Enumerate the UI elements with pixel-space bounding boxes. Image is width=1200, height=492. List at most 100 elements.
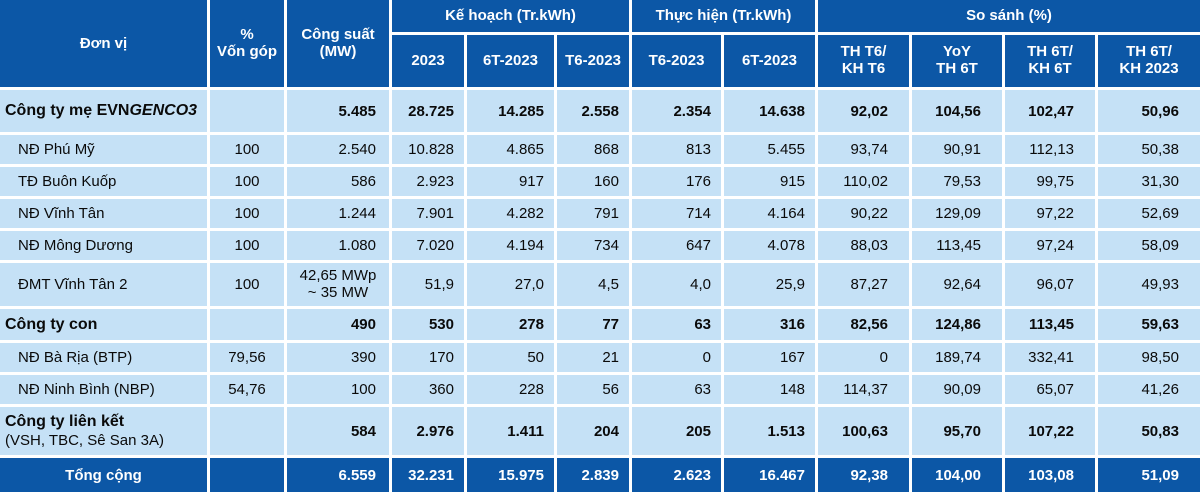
cell-capital: 100 <box>210 263 284 306</box>
cell-cmp2: 79,53 <box>912 167 1002 196</box>
cell-cmp3: 65,07 <box>1005 375 1095 404</box>
cell-cmp1: 110,02 <box>818 167 909 196</box>
cell-plan-2023: 170 <box>392 343 464 372</box>
cell-actual-6t: 5.455 <box>724 135 815 164</box>
cell-cmp4: 50,96 <box>1098 90 1200 132</box>
cell-actual-t6: 2.623 <box>632 458 721 492</box>
cell-plan-6t: 27,0 <box>467 263 554 306</box>
cell-capacity: 584 <box>287 407 389 455</box>
header-capacity-line2: (MW) <box>319 42 357 60</box>
cell-plan-t6: 791 <box>557 199 629 228</box>
cell-plan-2023: 10.828 <box>392 135 464 164</box>
cell-cmp1: 0 <box>818 343 909 372</box>
cell-actual-t6: 63 <box>632 375 721 404</box>
cell-plan-2023: 530 <box>392 309 464 340</box>
cell-actual-t6: 2.354 <box>632 90 721 132</box>
header-capacity-line1: Công suất <box>301 25 375 43</box>
cell-cmp1: 88,03 <box>818 231 909 260</box>
cell-plan-2023: 7.901 <box>392 199 464 228</box>
cell-plan-6t: 917 <box>467 167 554 196</box>
row-label: TĐ Buôn Kuốp <box>0 167 207 196</box>
cell-cmp3: 97,22 <box>1005 199 1095 228</box>
cell-capacity: 6.559 <box>287 458 389 492</box>
header-plan-2023: 2023 <box>392 35 464 87</box>
row-label-italic: GENCO3 <box>129 102 198 119</box>
cell-cmp2: 189,74 <box>912 343 1002 372</box>
cell-cmp4: 51,09 <box>1098 458 1200 492</box>
header-cmp4-line2: KH 2023 <box>1119 60 1179 77</box>
total-label: Tổng cộng <box>0 458 207 492</box>
cell-plan-6t: 4.282 <box>467 199 554 228</box>
header-group-actual: Thực hiện (Tr.kWh) <box>632 0 815 32</box>
cell-capacity: 1.080 <box>287 231 389 260</box>
row-label: NĐ Phú Mỹ <box>0 135 207 164</box>
header-group-plan: Kế hoạch (Tr.kWh) <box>392 0 629 32</box>
cell-capacity: 1.244 <box>287 199 389 228</box>
cell-actual-t6: 4,0 <box>632 263 721 306</box>
header-cmp-th6t-kh2023: TH 6T/KH 2023 <box>1098 35 1200 87</box>
row-label: NĐ Bà Rịa (BTP) <box>0 343 207 372</box>
cell-plan-2023: 360 <box>392 375 464 404</box>
cell-cmp2: 129,09 <box>912 199 1002 228</box>
header-capital-line2: Vốn góp <box>217 42 277 60</box>
cell-actual-6t: 148 <box>724 375 815 404</box>
cell-actual-6t: 14.638 <box>724 90 815 132</box>
cell-plan-6t: 1.411 <box>467 407 554 455</box>
cell-capital <box>210 309 284 340</box>
cell-plan-2023: 32.231 <box>392 458 464 492</box>
capacity-line1: 42,65 MWp <box>299 266 377 284</box>
cell-capacity: 490 <box>287 309 389 340</box>
row-label: Công ty liên kết (VSH, TBC, Sê San 3A) <box>0 407 207 455</box>
cell-plan-t6: 4,5 <box>557 263 629 306</box>
cell-actual-t6: 205 <box>632 407 721 455</box>
cell-cmp3: 332,41 <box>1005 343 1095 372</box>
cell-cmp1: 87,27 <box>818 263 909 306</box>
row-label-text: Công ty liên kết <box>5 413 125 431</box>
cell-capital: 100 <box>210 135 284 164</box>
cell-actual-t6: 813 <box>632 135 721 164</box>
cell-cmp3: 102,47 <box>1005 90 1095 132</box>
cell-actual-6t: 915 <box>724 167 815 196</box>
header-capital-share: % Vốn góp <box>210 0 284 87</box>
cell-cmp2: 104,56 <box>912 90 1002 132</box>
cell-plan-6t: 15.975 <box>467 458 554 492</box>
cell-cmp2: 124,86 <box>912 309 1002 340</box>
cell-plan-t6: 77 <box>557 309 629 340</box>
header-group-compare: So sánh (%) <box>818 0 1200 32</box>
header-cmp-th6t-kh6t: TH 6T/KH 6T <box>1005 35 1095 87</box>
cell-actual-6t: 25,9 <box>724 263 815 306</box>
header-cmp-yoy: YoY TH 6T <box>912 35 1002 87</box>
row-label: Công ty mẹ EVN GENCO3 <box>0 90 207 132</box>
cell-actual-t6: 714 <box>632 199 721 228</box>
cell-cmp1: 90,22 <box>818 199 909 228</box>
cell-plan-6t: 228 <box>467 375 554 404</box>
cell-capital <box>210 458 284 492</box>
cell-capital: 100 <box>210 231 284 260</box>
cell-cmp3: 103,08 <box>1005 458 1095 492</box>
cell-capital <box>210 407 284 455</box>
cell-cmp2: 95,70 <box>912 407 1002 455</box>
cell-capital: 54,76 <box>210 375 284 404</box>
header-actual-t6-2023: T6-2023 <box>632 35 721 87</box>
cell-cmp4: 49,93 <box>1098 263 1200 306</box>
cell-capacity: 100 <box>287 375 389 404</box>
header-cmp3-line2: KH 6T <box>1028 60 1072 77</box>
cell-cmp4: 50,83 <box>1098 407 1200 455</box>
cell-actual-6t: 16.467 <box>724 458 815 492</box>
cell-plan-6t: 14.285 <box>467 90 554 132</box>
header-unit: Đơn vị <box>0 0 207 87</box>
row-label: ĐMT Vĩnh Tân 2 <box>0 263 207 306</box>
cell-plan-2023: 2.923 <box>392 167 464 196</box>
header-capacity: Công suất (MW) <box>287 0 389 87</box>
cell-cmp3: 97,24 <box>1005 231 1095 260</box>
cell-plan-2023: 7.020 <box>392 231 464 260</box>
cell-plan-t6: 56 <box>557 375 629 404</box>
cell-cmp4: 31,30 <box>1098 167 1200 196</box>
cell-capital: 79,56 <box>210 343 284 372</box>
cell-cmp4: 50,38 <box>1098 135 1200 164</box>
cell-actual-t6: 647 <box>632 231 721 260</box>
cell-plan-2023: 51,9 <box>392 263 464 306</box>
cell-actual-6t: 4.164 <box>724 199 815 228</box>
cell-plan-6t: 4.194 <box>467 231 554 260</box>
